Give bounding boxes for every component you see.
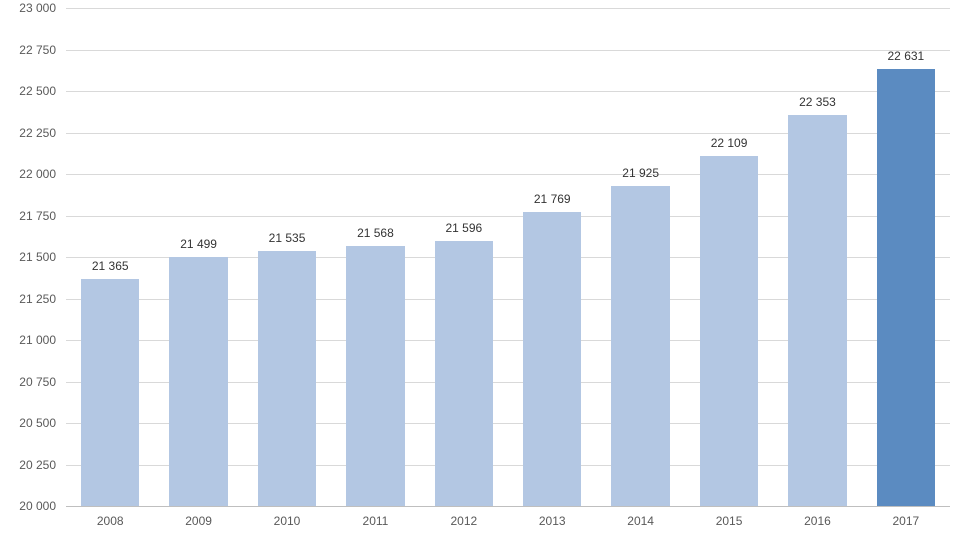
- y-tick-label: 21 500: [0, 250, 56, 264]
- y-tick-label: 20 750: [0, 375, 56, 389]
- bar-value-label: 21 596: [445, 221, 482, 235]
- y-tick-label: 20 250: [0, 458, 56, 472]
- bar: 22 353: [788, 115, 846, 506]
- y-tick-label: 20 000: [0, 499, 56, 513]
- x-tick-label: 2012: [420, 514, 508, 528]
- bar-value-label: 21 925: [622, 166, 659, 180]
- bar-slot: 21 769: [508, 8, 596, 506]
- x-tick-label: 2009: [154, 514, 242, 528]
- bar-value-label: 22 631: [888, 49, 925, 63]
- bar-slot: 22 631: [862, 8, 950, 506]
- x-tick-label: 2008: [66, 514, 154, 528]
- bar-slot: 21 535: [243, 8, 331, 506]
- plot-area: 21 365 21 499 21 535 21 568 21 596 21 769 21 9…: [66, 8, 950, 507]
- bar-slot: 21 568: [331, 8, 419, 506]
- y-tick-label: 22 250: [0, 126, 56, 140]
- bar: 21 568: [346, 246, 404, 506]
- y-tick-label: 21 000: [0, 333, 56, 347]
- bar: 22 109: [700, 156, 758, 506]
- bar-slot: 21 925: [596, 8, 684, 506]
- bar-chart: 21 365 21 499 21 535 21 568 21 596 21 769 21 9…: [0, 0, 960, 534]
- bar: 21 535: [258, 251, 316, 506]
- bar: 21 365: [81, 279, 139, 506]
- y-tick-label: 22 750: [0, 43, 56, 57]
- y-tick-label: 23 000: [0, 1, 56, 15]
- bar: 21 769: [523, 212, 581, 506]
- y-tick-label: 21 750: [0, 209, 56, 223]
- bar-value-label: 21 499: [180, 237, 217, 251]
- bar-value-label: 21 769: [534, 192, 571, 206]
- bar-value-label: 21 365: [92, 259, 129, 273]
- bar: 21 925: [611, 186, 669, 506]
- bar-value-label: 22 109: [711, 136, 748, 150]
- bar-slot: 21 499: [154, 8, 242, 506]
- x-tick-label: 2015: [685, 514, 773, 528]
- x-tick-label: 2010: [243, 514, 331, 528]
- bar-slot: 22 353: [773, 8, 861, 506]
- bar-slot: 21 596: [420, 8, 508, 506]
- bar-value-label: 21 568: [357, 226, 394, 240]
- x-tick-label: 2016: [773, 514, 861, 528]
- bar-slot: 21 365: [66, 8, 154, 506]
- bar: 22 631: [877, 69, 935, 506]
- x-axis-labels: 2008200920102011201220132014201520162017: [66, 514, 950, 528]
- bar-value-label: 21 535: [269, 231, 306, 245]
- y-tick-label: 21 250: [0, 292, 56, 306]
- x-tick-label: 2017: [862, 514, 950, 528]
- bar-slot: 22 109: [685, 8, 773, 506]
- bar-value-label: 22 353: [799, 95, 836, 109]
- bars-container: 21 365 21 499 21 535 21 568 21 596 21 769 21 9…: [66, 8, 950, 506]
- y-tick-label: 22 000: [0, 167, 56, 181]
- y-tick-label: 20 500: [0, 416, 56, 430]
- bar: 21 499: [169, 257, 227, 506]
- y-tick-label: 22 500: [0, 84, 56, 98]
- x-tick-label: 2014: [596, 514, 684, 528]
- x-tick-label: 2013: [508, 514, 596, 528]
- x-tick-label: 2011: [331, 514, 419, 528]
- bar: 21 596: [435, 241, 493, 506]
